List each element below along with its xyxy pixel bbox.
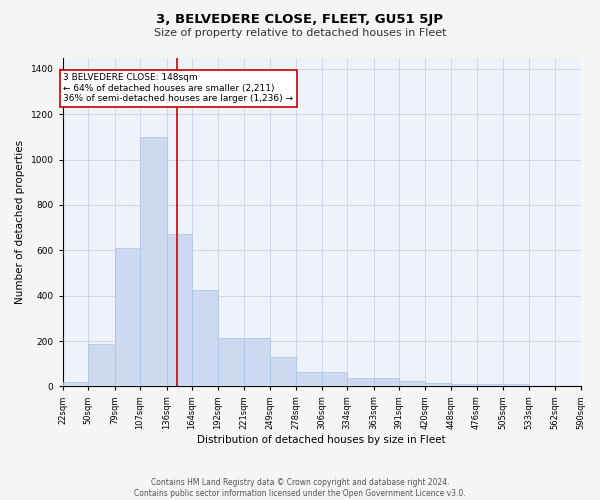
Bar bbox=[347, 378, 374, 386]
X-axis label: Distribution of detached houses by size in Fleet: Distribution of detached houses by size … bbox=[197, 435, 446, 445]
Bar bbox=[140, 137, 167, 386]
Bar bbox=[244, 338, 269, 386]
Bar bbox=[425, 383, 451, 386]
Bar bbox=[399, 380, 425, 386]
Bar bbox=[218, 338, 244, 386]
Bar bbox=[62, 382, 88, 386]
Text: 3, BELVEDERE CLOSE, FLEET, GU51 5JP: 3, BELVEDERE CLOSE, FLEET, GU51 5JP bbox=[157, 12, 443, 26]
Y-axis label: Number of detached properties: Number of detached properties bbox=[15, 140, 25, 304]
Bar bbox=[451, 384, 476, 386]
Bar bbox=[322, 372, 347, 386]
Bar bbox=[167, 234, 192, 386]
Bar bbox=[88, 344, 115, 387]
Bar bbox=[503, 384, 529, 386]
Bar bbox=[115, 248, 140, 386]
Bar bbox=[296, 372, 322, 386]
Bar bbox=[476, 384, 503, 386]
Text: Size of property relative to detached houses in Fleet: Size of property relative to detached ho… bbox=[154, 28, 446, 38]
Bar bbox=[374, 378, 399, 386]
Text: Contains HM Land Registry data © Crown copyright and database right 2024.
Contai: Contains HM Land Registry data © Crown c… bbox=[134, 478, 466, 498]
Bar bbox=[192, 290, 218, 386]
Bar bbox=[269, 357, 296, 386]
Text: 3 BELVEDERE CLOSE: 148sqm
← 64% of detached houses are smaller (2,211)
36% of se: 3 BELVEDERE CLOSE: 148sqm ← 64% of detac… bbox=[64, 74, 293, 103]
